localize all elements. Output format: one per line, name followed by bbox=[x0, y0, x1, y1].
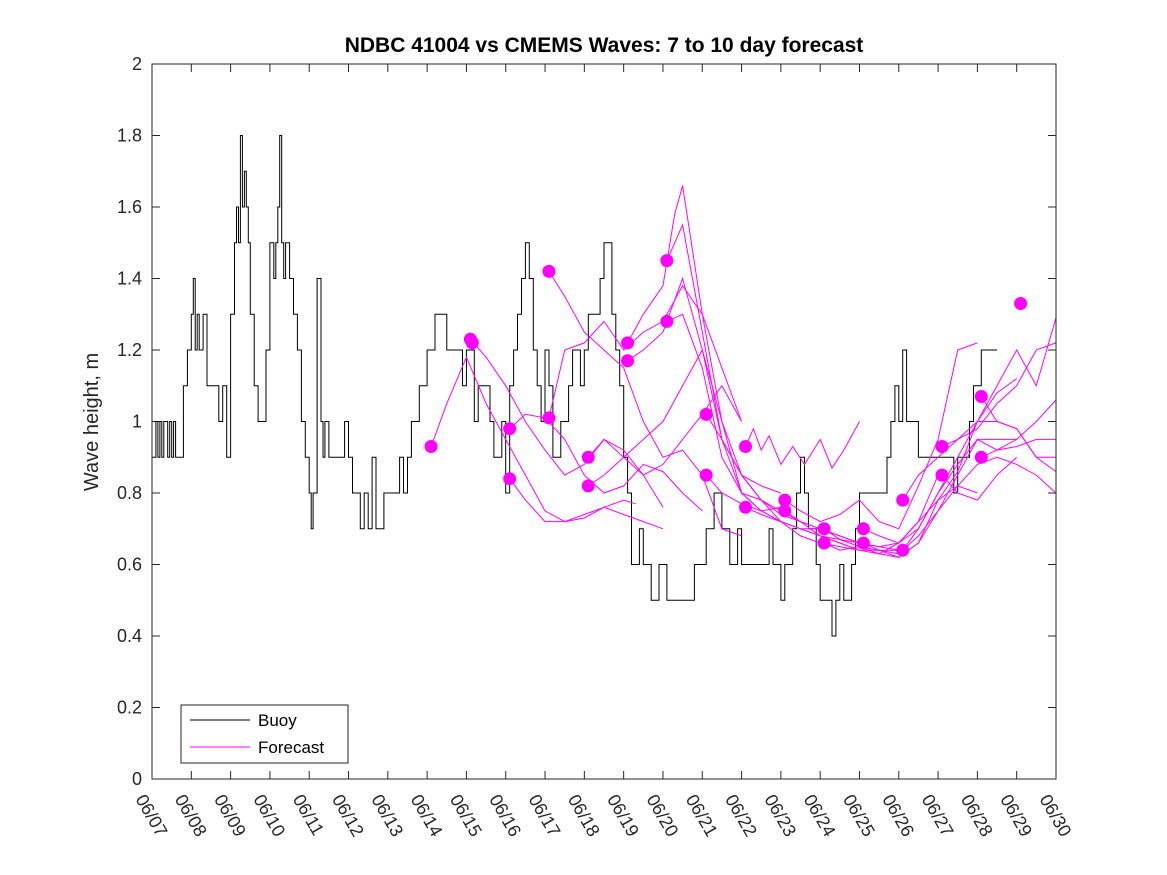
forecast-series-line bbox=[430, 355, 664, 530]
forecast-marker bbox=[817, 536, 831, 550]
forecast-marker bbox=[738, 440, 752, 454]
y-tick-label: 1.6 bbox=[117, 197, 142, 217]
forecast-marker bbox=[542, 264, 556, 278]
forecast-marker bbox=[935, 468, 949, 482]
forecast-series-line bbox=[863, 317, 1057, 544]
y-tick-label: 1 bbox=[132, 412, 142, 432]
y-tick-label: 0.8 bbox=[117, 483, 142, 503]
forecast-marker bbox=[974, 450, 988, 464]
legend-box bbox=[180, 704, 349, 764]
forecast-marker bbox=[738, 500, 752, 514]
y-tick-label: 0.6 bbox=[117, 555, 142, 575]
forecast-marker bbox=[465, 336, 479, 350]
forecast-marker bbox=[817, 522, 831, 536]
forecast-marker bbox=[856, 522, 870, 536]
forecast-marker bbox=[503, 472, 517, 486]
y-axis-label: Wave height, m bbox=[81, 353, 103, 491]
forecast-series-line bbox=[509, 413, 703, 512]
buoy-series-line bbox=[152, 135, 997, 637]
axes-frame bbox=[151, 63, 1057, 780]
forecast-series-line bbox=[981, 438, 1056, 458]
y-tick-label: 1.4 bbox=[117, 269, 142, 289]
legend: Buoy Forecast bbox=[180, 704, 349, 764]
y-tick-label: 1.8 bbox=[117, 126, 142, 146]
forecast-marker bbox=[778, 493, 792, 507]
forecast-series-line bbox=[470, 338, 664, 508]
forecast-marker bbox=[660, 254, 674, 268]
plot-area bbox=[152, 135, 1057, 637]
forecast-series-line bbox=[548, 284, 743, 422]
y-tick-label: 0.2 bbox=[117, 698, 142, 718]
forecast-marker bbox=[974, 389, 988, 403]
forecast-marker bbox=[581, 450, 595, 464]
forecast-marker bbox=[581, 479, 595, 493]
forecast-marker bbox=[778, 504, 792, 518]
y-tick-label: 2 bbox=[132, 54, 142, 74]
forecast-marker bbox=[503, 422, 517, 436]
forecast-series-line bbox=[902, 399, 1057, 551]
forecast-marker bbox=[935, 440, 949, 454]
chart-title: NDBC 41004 vs CMEMS Waves: 7 to 10 day f… bbox=[345, 34, 864, 57]
forecast-series-line bbox=[980, 396, 1057, 473]
forecast-series-line bbox=[863, 456, 1057, 558]
forecast-series-line bbox=[941, 342, 1057, 447]
forecast-marker bbox=[621, 354, 635, 368]
forecast-series-line bbox=[587, 384, 743, 476]
forecast-marker bbox=[856, 536, 870, 550]
forecast-marker bbox=[699, 468, 713, 482]
forecast-marker bbox=[1014, 297, 1028, 311]
forecast-series-line bbox=[745, 421, 860, 470]
y-tick-label: 1.2 bbox=[117, 340, 142, 360]
forecast-marker bbox=[660, 314, 674, 328]
forecast-series-line bbox=[705, 474, 899, 551]
forecast-series-line bbox=[548, 271, 742, 537]
y-tick-label: 0 bbox=[132, 769, 142, 789]
forecast-marker bbox=[699, 407, 713, 421]
forecast-series-line bbox=[509, 478, 636, 523]
legend-forecast-label: Forecast bbox=[258, 738, 324, 757]
forecast-series-line bbox=[823, 438, 1017, 555]
forecast-marker bbox=[896, 543, 910, 557]
forecast-marker bbox=[542, 411, 556, 425]
forecast-series-line bbox=[627, 185, 782, 494]
y-tick-label: 0.4 bbox=[117, 626, 142, 646]
forecast-series-line bbox=[941, 456, 1018, 501]
legend-buoy-label: Buoy bbox=[258, 711, 297, 730]
forecast-marker bbox=[424, 440, 438, 454]
forecast-series-line bbox=[784, 342, 978, 530]
forecast-marker bbox=[896, 493, 910, 507]
forecast-marker bbox=[621, 336, 635, 350]
